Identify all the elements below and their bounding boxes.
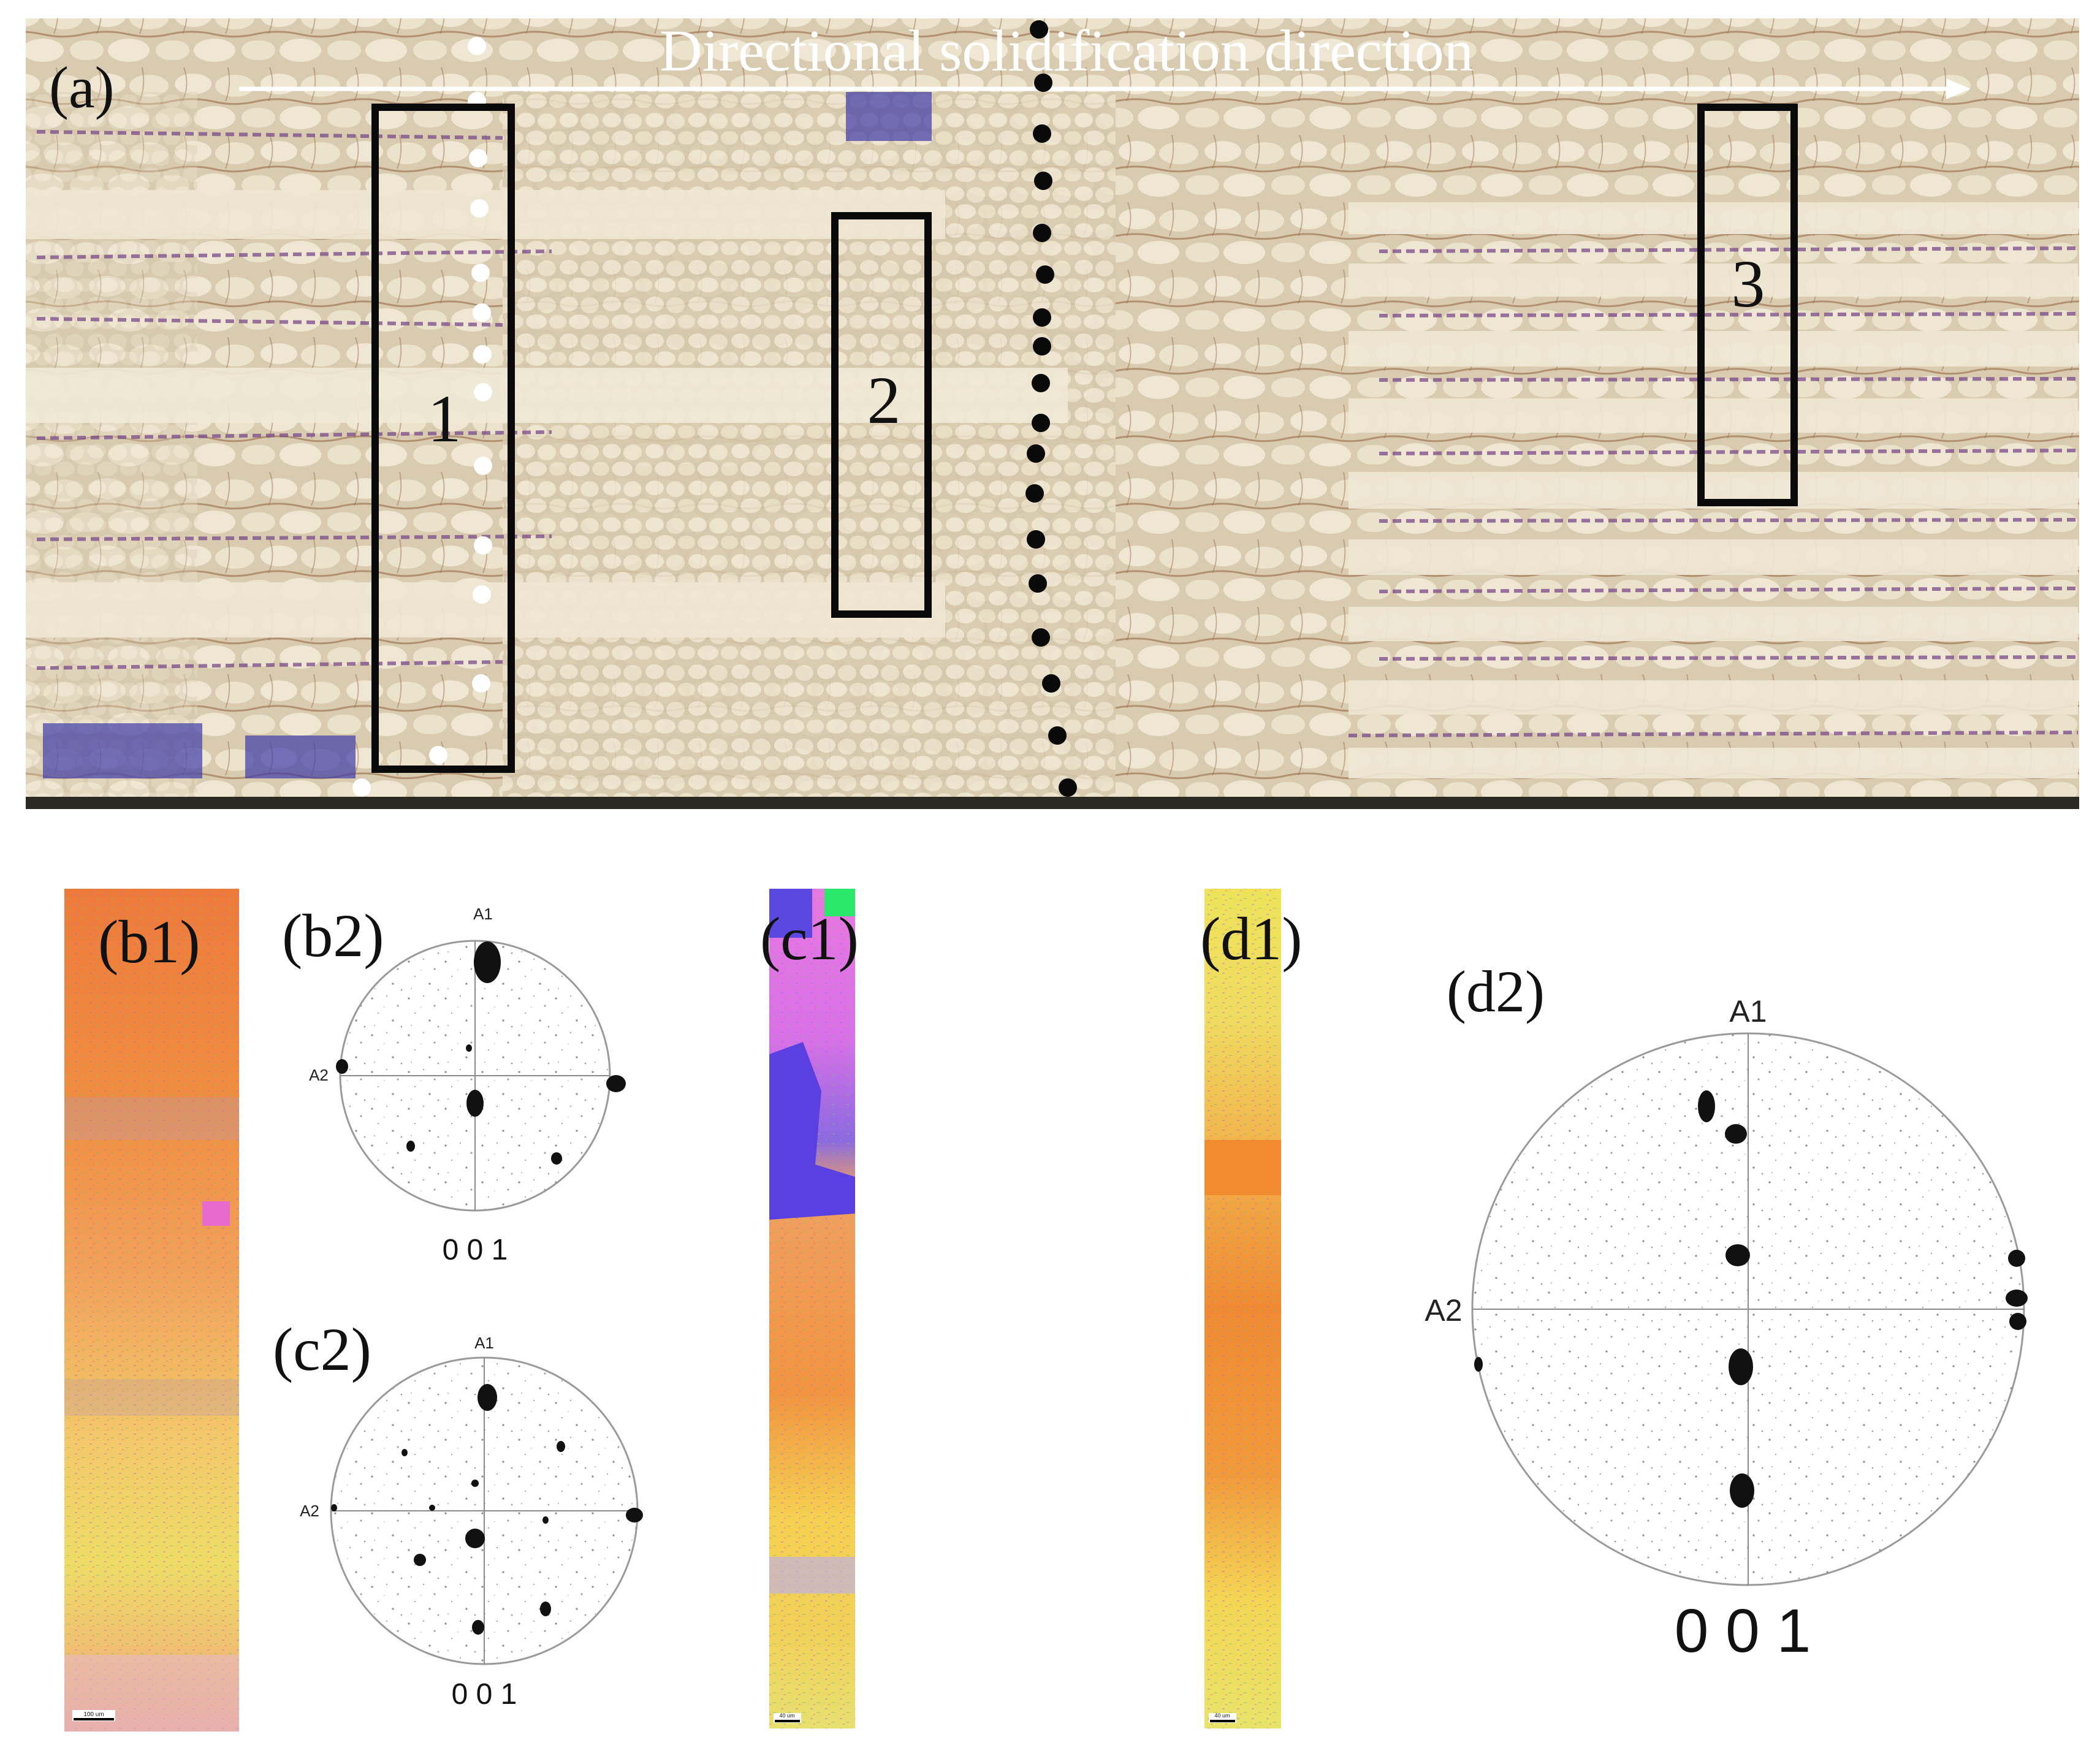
black-dotted-boundary (1025, 20, 1077, 797)
region-box-2 (831, 212, 932, 618)
region-box-1-label: 1 (428, 381, 462, 456)
region-box-1 (371, 104, 515, 773)
panel-b2-axis-a2: A2 (309, 1066, 329, 1084)
panel-d1-scale-bar: 40 um (1214, 1712, 1230, 1719)
panel-d1-label: (d1) (1200, 905, 1303, 973)
solidification-direction-arrow (239, 78, 1971, 99)
panel-b2-label: (b2) (282, 902, 384, 970)
panel-c2-axis-a2: A2 (300, 1502, 319, 1520)
panel-d2-caption: 0 0 1 (1675, 1597, 1811, 1665)
region-box-3-label: 3 (1732, 246, 1765, 321)
panel-a-label: (a) (49, 55, 115, 120)
panel-c2-label: (c2) (273, 1315, 371, 1383)
panel-d2-axis-a1: A1 (1729, 994, 1767, 1028)
panel-b1-ebsd-map (64, 889, 239, 1731)
panel-c2-axis-a1: A1 (474, 1334, 494, 1352)
panel-c1-scale-bar: 40 um (779, 1712, 794, 1719)
panel-c1-ebsd-map (769, 889, 855, 1728)
panel-b1-label: (b1) (98, 908, 200, 976)
panel-b2-caption: 0 0 1 (443, 1234, 508, 1266)
panel-c2-pole-figure (330, 1356, 643, 1665)
panel-c2-caption: 0 0 1 (452, 1678, 517, 1711)
panel-b2-axis-a1: A1 (473, 905, 493, 923)
region-box-2-label: 2 (867, 363, 901, 438)
region-box-3 (1697, 104, 1798, 506)
panel-b2-pole-figure (336, 940, 626, 1212)
white-dotted-boundary (352, 37, 492, 797)
panel-d2-pole-figure (1471, 1032, 2028, 1586)
panel-d2-axis-a2: A2 (1425, 1293, 1462, 1328)
panel-d1-ebsd-map (1204, 889, 1281, 1728)
panel-c1-label: (c1) (760, 905, 859, 973)
panel-d2-label: (d2) (1447, 959, 1545, 1024)
direction-label: Directional solidification direction (660, 18, 1474, 83)
panel-b1-scale-bar: 100 um (83, 1711, 104, 1718)
